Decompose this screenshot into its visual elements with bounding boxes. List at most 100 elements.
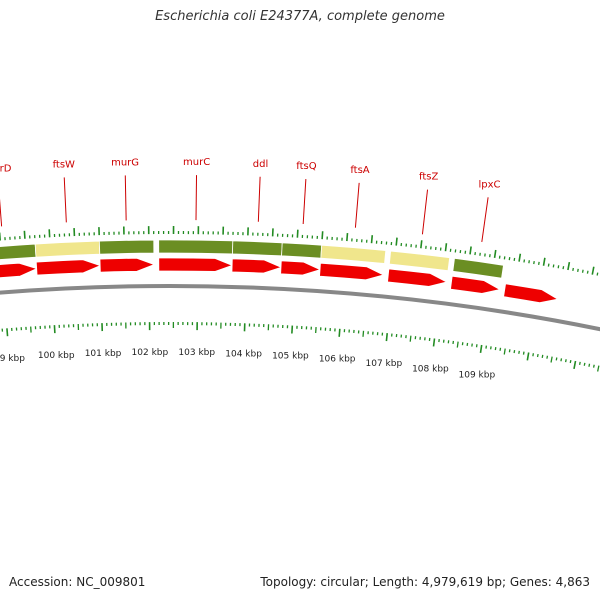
gene-leader-line [354, 182, 360, 228]
cds-arrow [319, 262, 385, 281]
outer-tick [444, 243, 448, 252]
outer-tick [370, 235, 374, 244]
outer-tick [586, 270, 589, 274]
gene-block-ftsZ [388, 250, 451, 272]
ruler-label: 99 kbp [0, 354, 25, 364]
gene-block-ftsW [34, 240, 101, 258]
cds-arrow [450, 275, 501, 294]
outer-tick [567, 262, 571, 271]
gene-label-ftsZ: ftsZ [419, 172, 438, 183]
ruler-tick [569, 359, 572, 364]
accession-label: Accession: NC_009801 [9, 575, 146, 589]
ruler-label: 105 kbp [272, 351, 309, 361]
gene-label-ftsA: ftsA [350, 165, 369, 176]
genome-backbone [0, 284, 600, 332]
outer-tick [577, 268, 579, 272]
ruler-tick [588, 363, 591, 367]
ruler-label: 107 kbp [366, 359, 403, 369]
gene-leader-line [481, 197, 489, 242]
outer-tick [469, 246, 472, 255]
gene-block-murD [0, 243, 37, 261]
ruler-label: 100 kbp [38, 351, 75, 361]
ruler-label: 104 kbp [225, 349, 262, 359]
ruler-tick [555, 357, 558, 361]
outer-tick [596, 272, 599, 276]
outer-tick [562, 266, 565, 270]
gene-block-lpxC [452, 257, 504, 279]
cds-arrow [35, 259, 102, 276]
ruler-tick [583, 362, 586, 366]
ruler-label: 109 kbp [459, 371, 496, 381]
ruler-tick [385, 333, 389, 342]
ruler-tick [6, 328, 9, 337]
outer-tick [581, 269, 584, 273]
ruler-label: 106 kbp [319, 355, 356, 365]
gene-leader-line [0, 198, 3, 227]
gene-block-murG [98, 239, 155, 255]
ruler-tick [503, 348, 506, 355]
outer-tick [557, 265, 560, 269]
gene-leader-line [421, 189, 429, 235]
gene-label-ddl: ddl [253, 159, 268, 170]
ruler-tick [597, 365, 600, 372]
cds-arrow [503, 283, 559, 303]
ruler-tick [541, 354, 544, 358]
ruler-tick [432, 338, 436, 347]
outer-tick [542, 257, 546, 266]
gene-label-murD: murD [0, 164, 12, 175]
outer-tick [591, 266, 595, 275]
ruler-tick [536, 353, 539, 358]
gene-label-ftsW: ftsW [53, 159, 75, 170]
outer-tick [552, 264, 555, 268]
cds-arrow [158, 257, 234, 272]
ruler-tick [522, 351, 525, 355]
ruler-label: 102 kbp [132, 348, 169, 358]
outer-tick [572, 267, 574, 272]
gene-block-murC [158, 239, 234, 255]
ruler-tick [362, 330, 365, 337]
gene-label-ftsQ: ftsQ [296, 161, 316, 172]
cds-arrow [99, 257, 156, 273]
gene-leader-line [257, 176, 261, 222]
outer-tick [518, 253, 522, 262]
ruler-tick [532, 353, 535, 357]
ruler-label: 108 kbp [412, 364, 449, 374]
ruler-tick [526, 352, 530, 361]
gene-block-ftsA [320, 244, 387, 264]
outer-tick [23, 230, 26, 239]
outer-tick [493, 249, 497, 259]
cds-arrow [0, 262, 38, 279]
ruler-tick [409, 335, 412, 342]
ruler-label: 103 kbp [178, 348, 215, 358]
genome-stats-label: Topology: circular; Length: 4,979,619 bp… [260, 575, 590, 589]
ruler-tick [573, 360, 577, 370]
cds-arrow [280, 260, 322, 276]
gene-label-murC: murC [183, 157, 210, 168]
outer-tick [346, 233, 349, 242]
cds-arrow [387, 268, 448, 287]
outer-tick [395, 237, 398, 246]
outer-tick [321, 231, 324, 240]
ruler-tick [550, 356, 553, 363]
ruler-label: 101 kbp [85, 349, 122, 359]
ruler-tick [564, 359, 567, 363]
ruler-tick [338, 328, 341, 337]
ruler-tick [546, 355, 549, 359]
cds-arrow [231, 258, 283, 274]
ruler-tick [560, 358, 563, 362]
outer-tick [420, 240, 423, 249]
gene-leader-line [124, 175, 127, 221]
gene-label-murG: murG [111, 157, 139, 168]
gene-leader-line [63, 177, 67, 223]
map-title: Escherichia coli E24377A, complete genom… [155, 9, 445, 24]
ruler-tick [578, 361, 581, 365]
ruler-tick [592, 364, 595, 368]
gene-block-ftsQ [281, 242, 323, 259]
gene-leader-line [195, 175, 198, 221]
gene-leader-line [302, 179, 307, 225]
ruler-tick [479, 344, 483, 353]
outer-tick [547, 263, 550, 267]
outer-tick [537, 261, 540, 265]
